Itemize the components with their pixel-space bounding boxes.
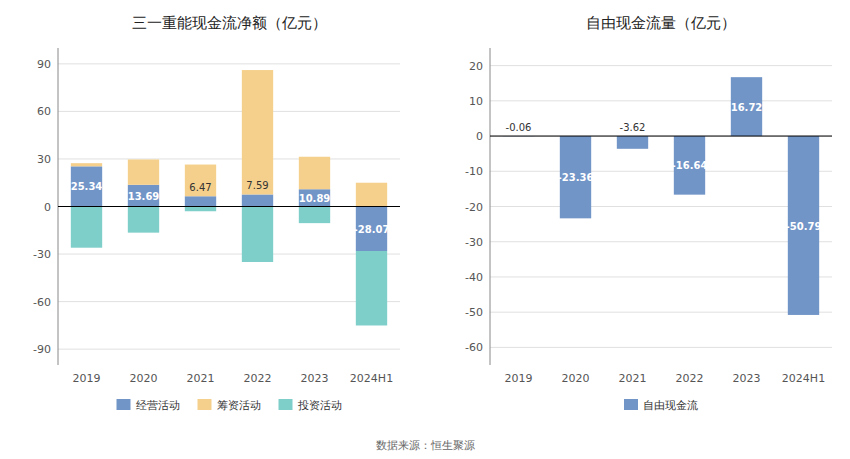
grid-line: [490, 241, 832, 242]
y-tick-label: -30: [33, 248, 51, 261]
grid-line: [490, 65, 832, 66]
bar: [185, 196, 216, 206]
legend-label: 筹资活动: [217, 399, 261, 412]
bar: [356, 183, 387, 207]
y-tick-label: -10: [465, 165, 483, 178]
grid-line: [58, 111, 400, 112]
x-tick-label: 2021: [619, 372, 647, 385]
x-tick-label: 2021: [187, 372, 215, 385]
bar: [617, 136, 648, 149]
x-tick-label: 2023: [733, 372, 761, 385]
x-tick-label: 2020: [562, 372, 590, 385]
data-labels: -0.06 -23.36 -3.62 -16.64 16.72 -50.79: [506, 102, 822, 232]
bar: [731, 77, 762, 136]
bar: [185, 207, 216, 212]
chart-panel: 三一重能现金流净额（亿元） -90 -60 -30 0 30 60 90 25.34 13.69 6…: [33, 14, 400, 412]
bar: [128, 185, 159, 207]
y-tick-label: 10: [469, 95, 483, 108]
x-tick-label: 2020: [130, 372, 158, 385]
grid-line: [490, 100, 832, 101]
legend-label: 自由现金流: [643, 399, 698, 412]
x-tick-label: 2022: [676, 372, 704, 385]
legend: 自由现金流: [624, 399, 698, 412]
bar: [299, 157, 330, 189]
y-tick-label: 0: [44, 201, 51, 214]
data-label: -16.64: [672, 160, 708, 171]
grid-line: [58, 158, 400, 159]
data-label: -3.62: [620, 122, 646, 133]
legend: 经营活动 筹资活动 投资活动: [117, 399, 342, 412]
grid-line: [490, 136, 832, 137]
chart-title: 自由现金流量（亿元）: [586, 14, 736, 32]
y-tick-label: 30: [37, 153, 51, 166]
chart-panel: 自由现金流量（亿元） -60 -50 -40 -30 -20 -10 0 10 20 -0.06 -2…: [465, 14, 832, 412]
y-tick-label: -20: [465, 201, 483, 214]
grid-line: [58, 349, 400, 350]
bar: [71, 166, 102, 206]
legend-swatch: [198, 399, 212, 410]
bar: [356, 251, 387, 325]
data-label: -28.07: [354, 224, 390, 235]
legend-swatch: [624, 399, 638, 410]
bar: [299, 189, 330, 206]
legend-swatch: [117, 399, 131, 410]
x-tick-label: 2022: [244, 372, 272, 385]
y-tick-label: -90: [33, 343, 51, 356]
grid-line: [58, 254, 400, 255]
data-label: -0.06: [506, 122, 532, 133]
grid-line: [490, 347, 832, 348]
bar: [71, 207, 102, 248]
x-tick-label: 2019: [73, 372, 101, 385]
chart-canvas: 三一重能现金流净额（亿元） -90 -60 -30 0 30 60 90 25.34 13.69 6…: [0, 0, 850, 459]
data-label: 16.72: [731, 102, 763, 113]
bar: [242, 194, 273, 206]
data-label: 13.69: [128, 191, 160, 202]
grid-line: [58, 301, 400, 302]
x-tick-label: 2023: [301, 372, 329, 385]
zero-line: [58, 206, 400, 207]
data-label: 6.47: [189, 182, 211, 193]
data-label: 7.59: [246, 180, 268, 191]
grid-line: [58, 63, 400, 64]
y-tick-label: 60: [37, 105, 51, 118]
legend-label: 经营活动: [136, 399, 180, 412]
legend-label: 投资活动: [297, 399, 342, 412]
y-tick-label: -40: [465, 271, 483, 284]
chart-title: 三一重能现金流净额（亿元）: [132, 14, 327, 32]
y-tick-label: -60: [33, 296, 51, 309]
bar: [242, 207, 273, 262]
x-tick-label: 2024H1: [782, 372, 825, 385]
background: [0, 0, 850, 459]
bar: [299, 207, 330, 224]
data-label: 25.34: [71, 181, 103, 192]
y-tick-label: 0: [476, 130, 483, 143]
bars: [503, 77, 819, 315]
y-tick-label: 90: [37, 58, 51, 71]
y-tick-label: -50: [465, 306, 483, 319]
x-tick-label: 2019: [505, 372, 533, 385]
bar: [128, 207, 159, 233]
bar: [185, 165, 216, 197]
data-label: 10.89: [299, 193, 331, 204]
y-tick-label: 20: [469, 60, 483, 73]
bars: [71, 70, 387, 325]
x-tick-label: 2024H1: [350, 372, 393, 385]
bar: [128, 159, 159, 184]
data-label: -23.36: [558, 172, 594, 183]
bar: [71, 163, 102, 166]
y-axis-line: [490, 48, 491, 365]
grid-line: [490, 206, 832, 207]
grid-line: [490, 312, 832, 313]
data-labels: 25.34 13.69 6.47 7.59 10.89 -28.07: [71, 180, 390, 234]
grid-line: [58, 206, 400, 207]
annotation: 数据来源：恒生聚源: [376, 439, 475, 452]
y-tick-label: -60: [465, 341, 483, 354]
grid-line: [490, 276, 832, 277]
data-label: -50.79: [786, 221, 822, 232]
bar: [242, 70, 273, 194]
y-tick-label: -30: [465, 236, 483, 249]
zero-line: [490, 136, 832, 137]
grid-line: [490, 171, 832, 172]
legend-swatch: [279, 399, 293, 410]
